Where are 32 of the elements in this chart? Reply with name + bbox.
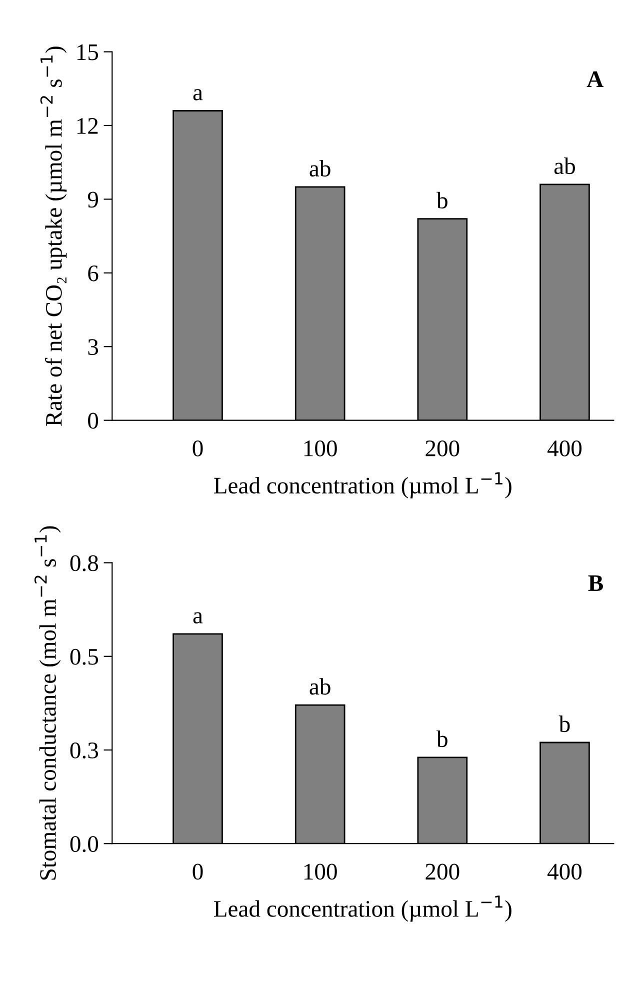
annotation: a [193,612,203,624]
x-tick-label: 0 [192,440,203,456]
y-tick-label: 12 [77,118,98,134]
y-tick-label: 0 [88,412,98,429]
y-tick-label: 0.5 [70,648,98,665]
y-tick-label: 3 [88,339,98,356]
y-tick-label: 0.3 [70,742,98,759]
x-axis-title: Lead concentration (µmol L$^{−1}$) [214,896,512,922]
y-tick-label: 15 [77,44,98,60]
x-tick-label: 400 [547,864,582,880]
annotation: b [558,716,570,732]
x-tick-label: 200 [426,440,460,456]
y-tick-label: 0.8 [70,555,98,572]
y-tick-label: 9 [88,192,98,208]
x-tick-label: 100 [304,440,337,456]
y-tick-label: 0.0 [70,836,98,852]
annotation: ab [554,157,575,174]
annotation: ab [310,678,330,695]
x-tick-label: 200 [426,864,460,880]
x-tick-label: 400 [547,440,582,456]
x-axis-title: Lead concentration (µmol L$^{−1}$) [214,472,512,498]
annotation: B [588,575,603,591]
y-tick-label: 6 [88,265,98,282]
y-axis-title: Rate of net CO₂ uptake (µmol m$^{−2}$ s$^{−1}$) [40,46,67,426]
annotation: A [586,71,604,87]
annotation: b [436,730,448,748]
y-axis-title: Stomatal conductance (mol m$^{−2}$ s$^{−1}$) [34,526,61,880]
annotation: ab [310,160,330,177]
x-tick-label: 100 [304,864,337,880]
x-tick-label: 0 [192,864,203,880]
annotation: a [193,89,203,100]
annotation: b [436,192,448,209]
